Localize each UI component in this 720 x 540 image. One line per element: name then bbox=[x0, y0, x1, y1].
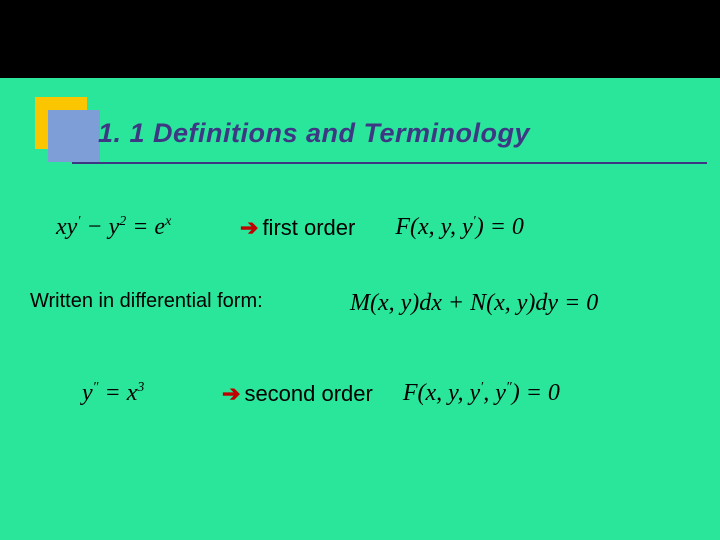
corner-square-blue bbox=[48, 110, 100, 162]
second-order-label: second order bbox=[244, 381, 372, 407]
differential-form-row: M(x, y)dx + N(x, y)dy = 0 bbox=[0, 290, 720, 317]
equation-first-order-right: F(x, y, y′) = 0 bbox=[395, 214, 524, 241]
equation-second-order-left: y″ = x3 bbox=[82, 380, 202, 407]
title-underline bbox=[72, 162, 707, 164]
page-title: 1. 1 Definitions and Terminology bbox=[98, 118, 530, 149]
arrow-icon: ➔ bbox=[240, 215, 258, 241]
equation-first-order-left: xy′ − y2 = ex bbox=[56, 214, 236, 241]
top-black-band bbox=[0, 0, 720, 78]
equation-second-order-right: F(x, y, y′, y″) = 0 bbox=[403, 380, 560, 407]
first-order-label: first order bbox=[262, 215, 355, 241]
first-order-row: xy′ − y2 = ex ➔ first order F(x, y, y′) … bbox=[0, 214, 720, 241]
equation-differential-form: M(x, y)dx + N(x, y)dy = 0 bbox=[350, 290, 598, 317]
arrow-icon: ➔ bbox=[222, 381, 240, 407]
second-order-row: y″ = x3 ➔ second order F(x, y, y′, y″) =… bbox=[0, 380, 720, 407]
